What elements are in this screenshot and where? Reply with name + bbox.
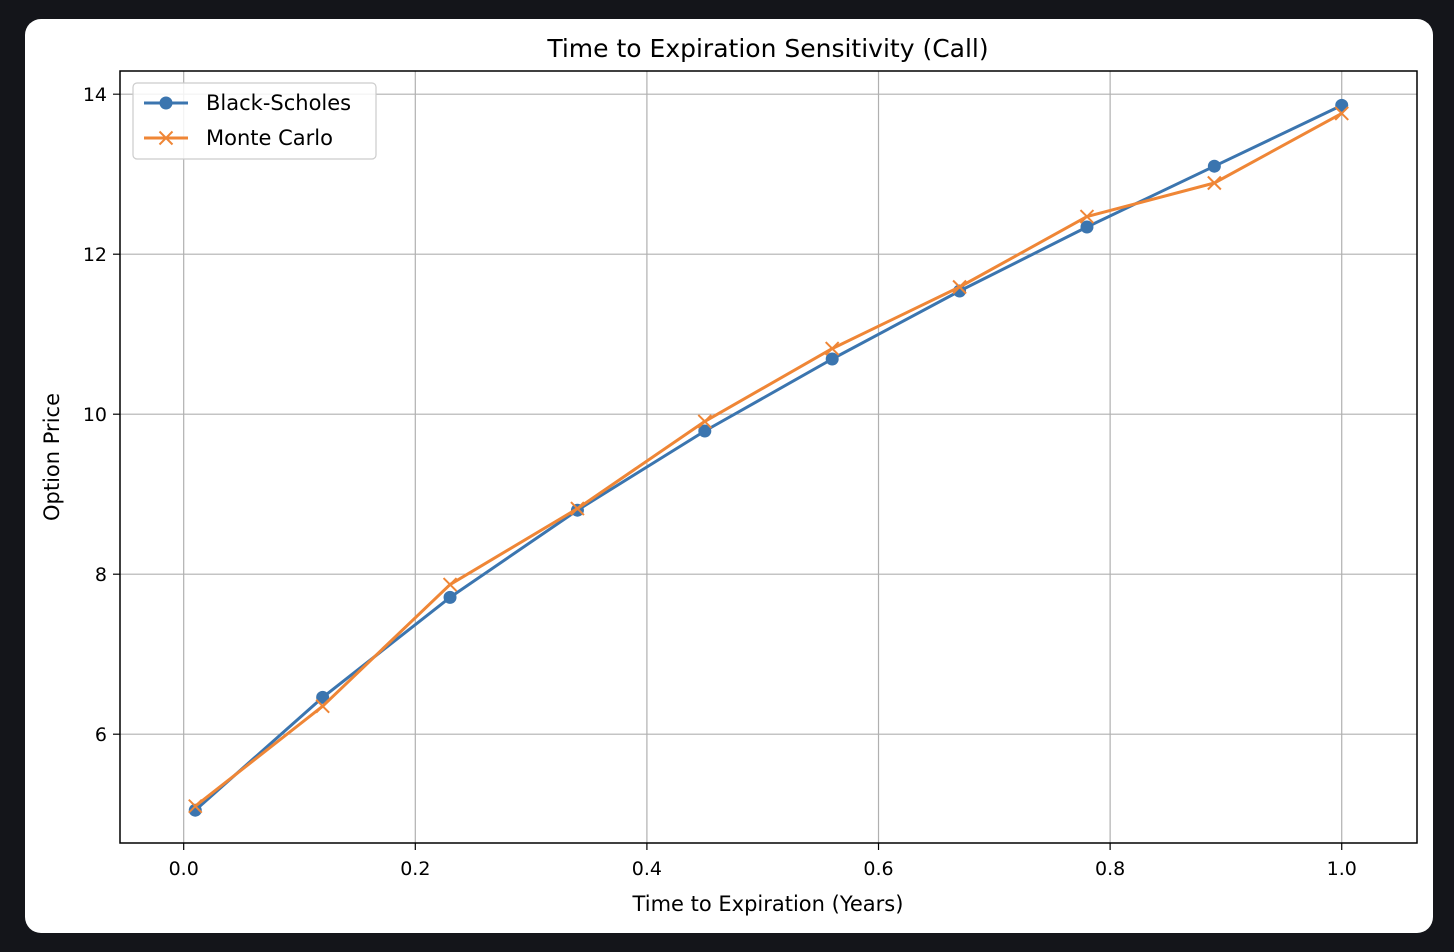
x-axis-label: Time to Expiration (Years)	[632, 892, 904, 916]
data-point-monte-carlo	[952, 279, 967, 295]
series-line-monte-carlo	[194, 112, 1343, 808]
x-tick-label: 0.8	[1095, 858, 1125, 880]
data-point-monte-carlo	[570, 501, 585, 516]
data-point-monte-carlo	[315, 698, 330, 714]
data-point-monte-carlo	[1207, 175, 1222, 191]
legend-label-black-scholes: Black-Scholes	[206, 91, 351, 115]
y-tick-label: 6	[95, 724, 107, 746]
legend-label-monte-carlo: Monte Carlo	[206, 126, 333, 150]
data-point-monte-carlo	[442, 577, 458, 592]
line-chart: Time to Expiration Sensitivity (Call) 0.…	[40, 34, 1418, 916]
series-monte-carlo	[188, 106, 1349, 814]
data-point-black-scholes	[698, 424, 712, 438]
legend-item-monte-carlo: Monte Carlo	[144, 126, 333, 150]
data-point-black-scholes	[316, 690, 330, 704]
data-point-monte-carlo	[188, 798, 203, 814]
series-line-black-scholes	[194, 104, 1343, 812]
x-tick-label: 0.2	[400, 858, 430, 880]
legend-marker-monte-carlo	[158, 130, 174, 146]
series-black-scholes	[188, 98, 1349, 817]
data-point-monte-carlo	[824, 341, 840, 356]
chart-card: Time to Expiration Sensitivity (Call) 0.…	[25, 19, 1433, 933]
legend-item-black-scholes: Black-Scholes	[144, 91, 351, 115]
x-tick-label: 0.0	[169, 858, 199, 880]
y-axis-label: Option Price	[40, 393, 64, 521]
grid	[120, 71, 1417, 843]
data-point-black-scholes	[825, 352, 839, 366]
data-point-black-scholes	[1080, 220, 1094, 234]
y-axis-ticks: 6 8 10 12 14	[83, 84, 120, 746]
data-point-black-scholes	[443, 590, 457, 604]
x-tick-label: 0.4	[632, 858, 662, 880]
data-point-black-scholes	[188, 803, 202, 817]
data-point-monte-carlo	[1079, 209, 1095, 224]
series-layer	[188, 98, 1349, 817]
y-tick-label: 8	[95, 564, 107, 586]
legend-frame	[132, 82, 377, 160]
x-axis-ticks: 0.0 0.2 0.4 0.6 0.8 1.0	[169, 843, 1357, 880]
data-point-black-scholes	[1335, 98, 1349, 112]
legend: Black-Scholes Monte Carlo	[132, 82, 377, 160]
data-point-monte-carlo	[697, 414, 713, 429]
data-point-black-scholes	[1207, 159, 1221, 173]
chart-title: Time to Expiration Sensitivity (Call)	[546, 34, 988, 63]
x-tick-label: 1.0	[1327, 858, 1357, 880]
y-tick-label: 14	[83, 84, 107, 106]
y-tick-label: 10	[83, 404, 107, 426]
data-point-monte-carlo	[1334, 106, 1349, 121]
legend-marker-black-scholes	[159, 96, 173, 110]
plot-area-frame	[119, 70, 1418, 844]
x-tick-label: 0.6	[863, 858, 893, 880]
y-tick-label: 12	[83, 244, 107, 266]
